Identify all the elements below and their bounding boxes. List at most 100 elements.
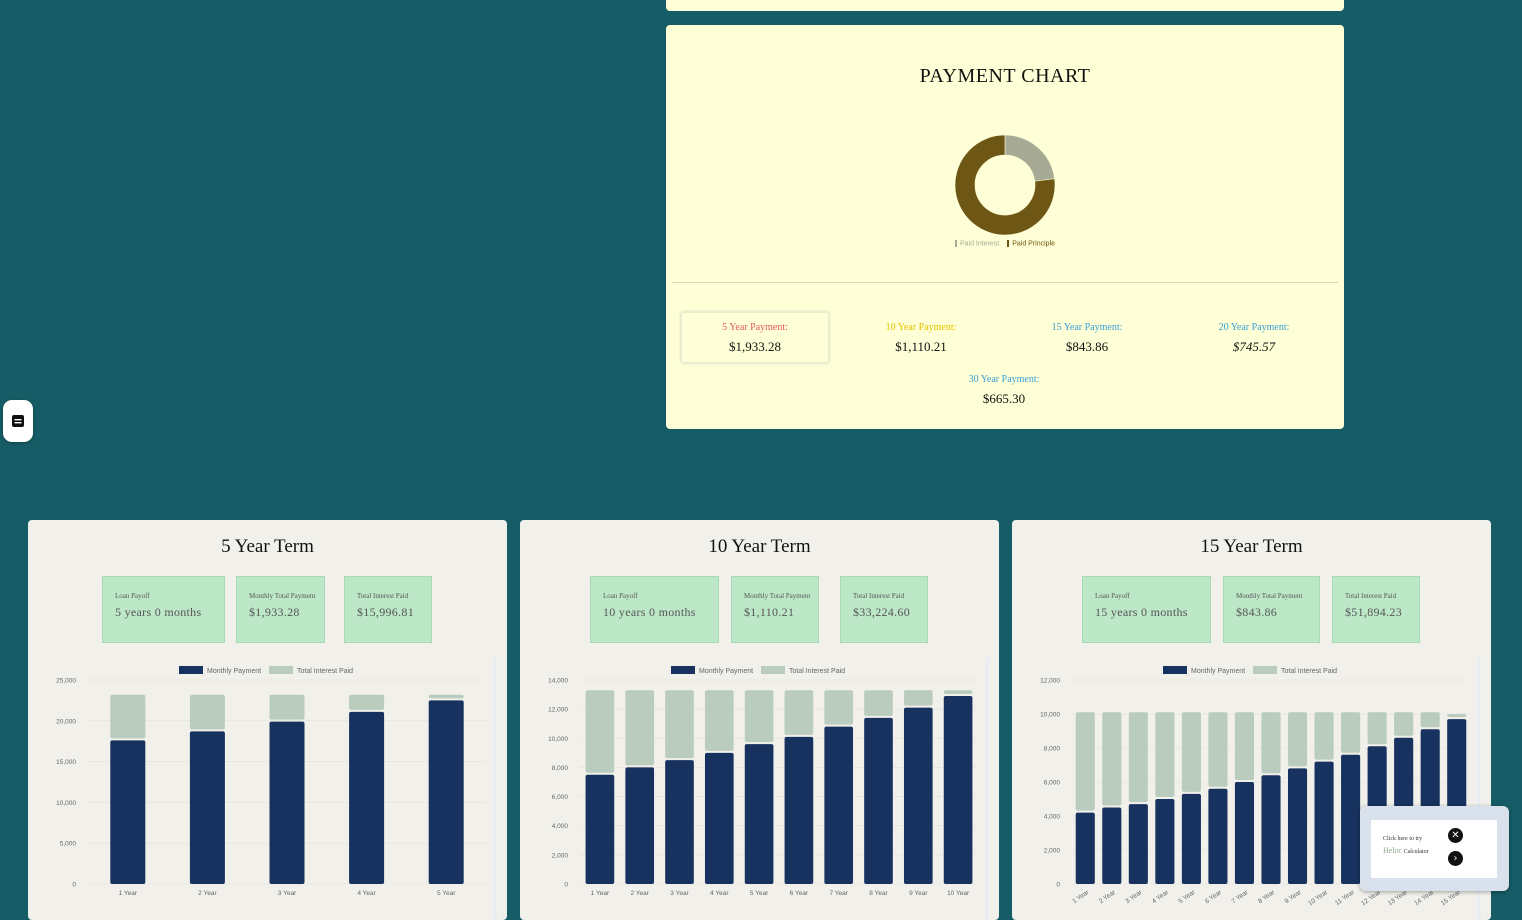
legend-swatch[interactable]: [269, 666, 293, 674]
bar-total-interest-paid[interactable]: [1287, 712, 1308, 767]
legend-swatch[interactable]: [671, 666, 695, 674]
bar-total-interest-paid[interactable]: [1181, 712, 1201, 792]
bar-monthly-payment[interactable]: [1128, 804, 1148, 884]
bar-total-interest-paid[interactable]: [625, 690, 655, 766]
bar-total-interest-paid[interactable]: [189, 694, 225, 730]
bar-total-interest-paid[interactable]: [1341, 712, 1361, 753]
bar-monthly-payment[interactable]: [1287, 768, 1308, 884]
bar-monthly-payment[interactable]: [665, 760, 694, 884]
legend-label: Monthly Payment: [207, 668, 261, 675]
stat-total-interest: Total Interest Paid $15,996.81: [344, 576, 432, 643]
bar-monthly-payment[interactable]: [625, 767, 655, 884]
payment-label: 20 Year Payment:: [1218, 322, 1290, 333]
bar-monthly-payment[interactable]: [784, 736, 814, 884]
bar-total-interest-paid[interactable]: [428, 694, 464, 699]
bar-monthly-payment[interactable]: [744, 744, 774, 884]
bar-total-interest-paid[interactable]: [704, 690, 734, 751]
bar-monthly-payment[interactable]: [1155, 799, 1175, 884]
bar-total-interest-paid[interactable]: [943, 690, 973, 695]
payment-value: $745.57: [1232, 339, 1276, 354]
bar-total-interest-paid[interactable]: [1447, 714, 1467, 718]
donut-slice-paid-interest[interactable]: [1004, 134, 1055, 182]
y-tick-label: 6,000: [1044, 780, 1061, 787]
bar-total-interest-paid[interactable]: [1128, 712, 1148, 803]
stat-loan-payoff: Loan Payoff 5 years 0 months: [102, 576, 225, 643]
chart-legend: Monthly Payment Total Interest Paid: [179, 666, 353, 675]
legend-swatch[interactable]: [179, 666, 203, 674]
payment-item-15-year[interactable]: 15 Year Payment: $843.86: [1012, 313, 1162, 355]
bar-monthly-payment[interactable]: [269, 721, 305, 884]
y-tick-label: 25,000: [56, 678, 76, 685]
popup-line: Heloc Calculator: [1383, 845, 1429, 858]
document-icon: [12, 415, 24, 427]
heloc-link[interactable]: Heloc: [1383, 846, 1403, 855]
bar-monthly-payment[interactable]: [704, 752, 734, 884]
bar-total-interest-paid[interactable]: [1155, 712, 1175, 797]
bar-total-interest-paid[interactable]: [665, 690, 694, 759]
bar-monthly-payment[interactable]: [189, 731, 225, 884]
bar-total-interest-paid[interactable]: [903, 690, 933, 706]
bar-monthly-payment[interactable]: [943, 696, 973, 884]
bar-monthly-payment[interactable]: [1181, 793, 1201, 884]
bar-monthly-payment[interactable]: [824, 726, 854, 884]
side-menu-button[interactable]: [3, 400, 33, 442]
bar-monthly-payment[interactable]: [1341, 754, 1361, 884]
x-tick-label: 8 Year: [869, 890, 888, 897]
y-tick-label: 12,000: [1040, 678, 1060, 685]
donut-slice-paid-principle[interactable]: [954, 134, 1056, 236]
bar-total-interest-paid[interactable]: [1394, 712, 1414, 736]
bar-monthly-payment[interactable]: [1075, 812, 1095, 884]
bar-total-interest-paid[interactable]: [864, 690, 893, 716]
legend-item-paid-interest[interactable]: Paid Interest: [954, 240, 999, 247]
bar-monthly-payment[interactable]: [1102, 807, 1122, 885]
bar-monthly-payment[interactable]: [1234, 782, 1255, 884]
y-tick-label: 4,000: [552, 823, 569, 830]
x-tick-label: 5 Year: [437, 890, 456, 897]
stat-label: Total Interest Paid: [1345, 592, 1397, 600]
stat-label: Monthly Total Payment: [744, 592, 811, 600]
bar-total-interest-paid[interactable]: [824, 690, 854, 725]
bar-monthly-payment[interactable]: [110, 740, 146, 884]
bar-total-interest-paid[interactable]: [744, 690, 774, 743]
bar-monthly-payment[interactable]: [1314, 761, 1334, 884]
popup-content: Click here to try Heloc Calculator ✕ ›: [1371, 820, 1497, 878]
bar-total-interest-paid[interactable]: [585, 690, 615, 773]
bar-monthly-payment[interactable]: [428, 700, 464, 884]
payment-item-5-year[interactable]: 5 Year Payment: $1,933.28: [680, 311, 830, 364]
x-tick-label: 10 Year: [1307, 888, 1330, 907]
legend-swatch[interactable]: [1163, 666, 1187, 674]
bar-total-interest-paid[interactable]: [349, 694, 385, 710]
bar-total-interest-paid[interactable]: [1420, 712, 1440, 728]
chevron-right-icon[interactable]: ›: [1448, 851, 1463, 866]
donut-legend: Paid Interest Paid Principle: [666, 240, 1344, 247]
bar-total-interest-paid[interactable]: [1075, 712, 1095, 811]
stat-value: $33,224.60: [853, 605, 910, 619]
payment-item-30-year[interactable]: 30 Year Payment: $665.30: [929, 365, 1079, 407]
bar-total-interest-paid[interactable]: [1261, 712, 1281, 774]
bar-total-interest-paid[interactable]: [269, 694, 305, 720]
bar-monthly-payment[interactable]: [903, 707, 933, 884]
bar-monthly-payment[interactable]: [864, 717, 893, 884]
bar-monthly-payment[interactable]: [1208, 788, 1228, 884]
close-icon[interactable]: ✕: [1448, 828, 1463, 843]
payment-item-10-year[interactable]: 10 Year Payment: $1,110.21: [846, 313, 996, 355]
x-tick-label: 13 Year: [1387, 888, 1410, 907]
bar-monthly-payment[interactable]: [349, 711, 385, 884]
x-tick-label: 1 Year: [119, 890, 138, 897]
legend-item-paid-principle[interactable]: Paid Principle: [1007, 240, 1055, 247]
bar-monthly-payment[interactable]: [1261, 775, 1281, 884]
heloc-promo-popup[interactable]: Click here to try Heloc Calculator ✕ ›: [1360, 806, 1509, 891]
legend-swatch[interactable]: [761, 666, 785, 674]
bar-total-interest-paid[interactable]: [110, 694, 146, 739]
bar-monthly-payment[interactable]: [585, 774, 615, 884]
stat-total-interest: Total Interest Paid $51,894.23: [1332, 576, 1420, 643]
bar-total-interest-paid[interactable]: [784, 690, 814, 735]
bar-total-interest-paid[interactable]: [1102, 712, 1122, 806]
bar-total-interest-paid[interactable]: [1208, 712, 1228, 787]
bar-total-interest-paid[interactable]: [1314, 712, 1334, 760]
payment-item-20-year[interactable]: 20 Year Payment: $745.57: [1179, 313, 1329, 355]
bar-total-interest-paid[interactable]: [1367, 712, 1387, 745]
bar-total-interest-paid[interactable]: [1234, 712, 1255, 780]
popup-line: Click here to try: [1383, 836, 1423, 842]
legend-swatch[interactable]: [1253, 666, 1277, 674]
